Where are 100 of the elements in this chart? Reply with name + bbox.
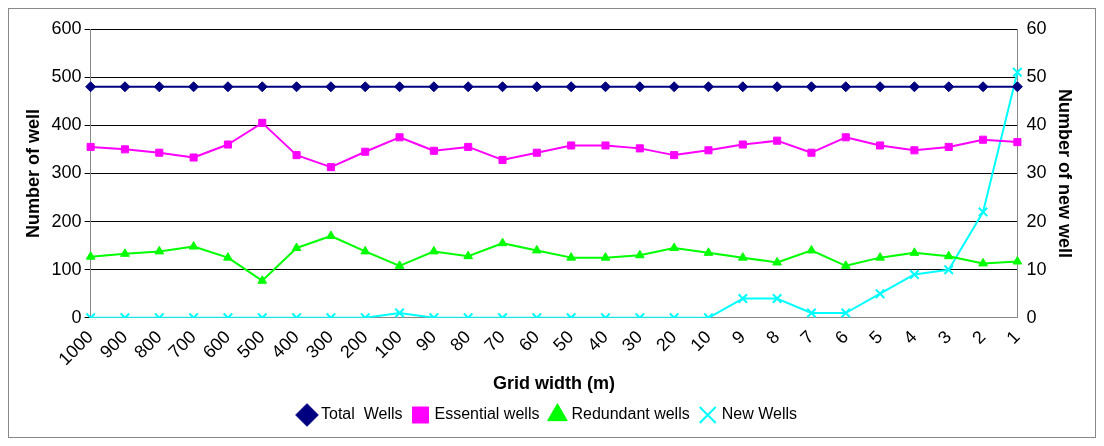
point (979, 135, 988, 144)
point (806, 244, 817, 254)
point (944, 142, 953, 151)
point (120, 248, 130, 257)
y-tick-label: 600 (51, 17, 82, 38)
point (738, 140, 747, 149)
point (429, 245, 439, 255)
x-tick-label: 60 (514, 326, 544, 355)
point (497, 81, 509, 93)
x-tick-label: 40 (583, 326, 612, 355)
point (771, 81, 783, 93)
y-tick-label: 200 (51, 210, 82, 231)
y2-tick-label: 40 (1026, 114, 1047, 135)
x-tick-label: 200 (336, 326, 372, 363)
point (153, 81, 165, 93)
point (359, 81, 371, 93)
point (635, 144, 644, 153)
point (668, 81, 680, 93)
point (601, 141, 610, 150)
x-axis-title: Grid width (m) (493, 373, 615, 394)
point (634, 249, 645, 259)
point (773, 136, 782, 145)
point (875, 252, 885, 261)
point (1013, 138, 1022, 147)
point (532, 244, 542, 254)
point (909, 247, 920, 256)
point (978, 257, 988, 267)
y-tick-label: 300 (51, 162, 82, 183)
x-tick-label: 10 (686, 326, 715, 355)
point (257, 275, 268, 284)
point (1011, 81, 1023, 93)
point (567, 141, 576, 150)
point (463, 250, 474, 260)
y-tick-label: 500 (51, 66, 82, 87)
point (291, 242, 302, 252)
point (737, 252, 748, 261)
point (599, 81, 611, 93)
point (943, 81, 955, 93)
point (155, 148, 164, 157)
x-tick-label: 90 (411, 326, 441, 355)
point (119, 81, 131, 93)
x-tick-label: 7 (796, 326, 818, 348)
point (908, 81, 920, 93)
point (497, 237, 508, 247)
point (462, 81, 474, 93)
point (189, 153, 198, 162)
x-tick-label: 6 (830, 326, 853, 348)
y2-tick-label: 50 (1026, 66, 1047, 87)
x-tick-label: 500 (233, 326, 269, 363)
point (188, 81, 200, 93)
point (1012, 255, 1023, 265)
point (120, 145, 129, 154)
x-tick-label: 1 (1002, 326, 1024, 348)
point (429, 146, 438, 155)
point (772, 256, 782, 266)
x-tick-label: 70 (480, 326, 509, 355)
legend-label: Total Wells (321, 405, 403, 423)
point (703, 247, 714, 256)
x-tick-label: 700 (164, 326, 200, 363)
point (428, 81, 440, 93)
x-tick-label: 400 (267, 326, 303, 363)
y2-tick-label: 0 (1026, 306, 1037, 327)
point (292, 151, 301, 160)
x-tick-label: 800 (130, 326, 166, 363)
x-tick-label: 20 (652, 326, 681, 355)
point (565, 81, 577, 93)
point (531, 81, 543, 93)
x-tick-label: 4 (899, 326, 921, 348)
point (532, 148, 541, 157)
point (325, 81, 337, 93)
point (566, 252, 576, 261)
legend-label: Redundant wells (571, 405, 690, 423)
x-tick-label: 9 (727, 326, 750, 348)
point (943, 250, 954, 260)
point (704, 146, 713, 155)
point (737, 81, 749, 93)
point (600, 252, 611, 261)
point (256, 81, 268, 93)
point (977, 81, 989, 93)
x-tick-label: 5 (865, 326, 887, 348)
legend-label: New Wells (721, 405, 798, 423)
x-tick-label: 300 (301, 326, 338, 363)
x-tick-label: 600 (198, 326, 235, 363)
point (154, 245, 165, 255)
x-tick-label: 80 (446, 326, 475, 355)
point (223, 252, 233, 261)
x-tick-label: 100 (370, 326, 406, 363)
x-tick-label: 8 (762, 326, 784, 348)
legend-label: Essential wells (434, 405, 540, 423)
point (85, 81, 97, 93)
y2-tick-label: 10 (1026, 258, 1047, 279)
y-tick-label: 400 (51, 114, 82, 135)
y2-tick-label: 20 (1026, 210, 1047, 231)
y2-tick-label: 60 (1026, 17, 1047, 38)
point (394, 260, 405, 269)
point (222, 81, 234, 93)
point (876, 141, 885, 150)
y-axis-title: Number of well (22, 108, 43, 238)
y-tick-label: 100 (51, 258, 82, 279)
point (360, 245, 371, 255)
